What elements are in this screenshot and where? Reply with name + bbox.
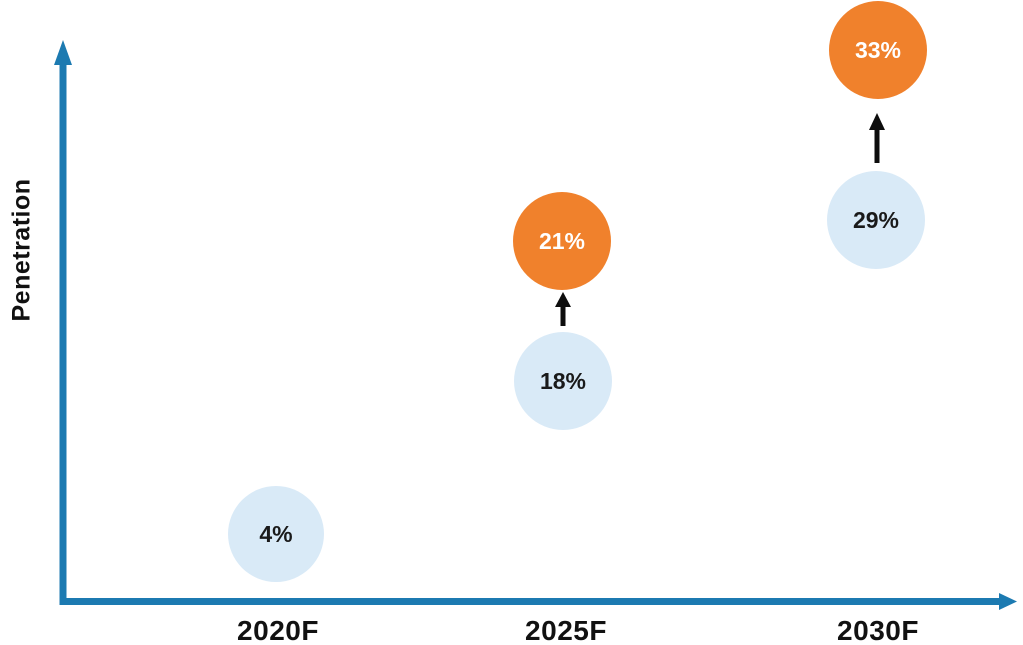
bubble-value-label: 29% (852, 206, 900, 233)
bubble-value-label: 4% (259, 520, 293, 547)
x-axis-line (59, 598, 1002, 605)
bubble-2025f-base: 18% (514, 332, 612, 430)
y-axis-line (59, 58, 67, 605)
bubble-2025f-upside: 21% (513, 192, 611, 290)
bubble-value-label: 33% (854, 36, 902, 63)
x-tick-label-2020f: 2020F (237, 615, 319, 645)
x-axis (59, 593, 1017, 610)
growth-arrow-2030f-icon (869, 113, 885, 163)
bubble-value-label: 21% (538, 227, 586, 254)
bubble-value-label: 18% (539, 367, 587, 394)
x-tick-label-2025f: 2025F (525, 615, 607, 645)
y-axis-title: Penetration (7, 178, 36, 322)
bubble-2030f-base: 29% (827, 171, 925, 269)
bubble-2030f-upside: 33% (829, 1, 927, 99)
y-axis (54, 40, 72, 605)
x-axis-arrowhead-icon (999, 593, 1017, 610)
bubble-2020f-base: 4% (228, 486, 324, 582)
x-tick-label-2030f: 2030F (837, 615, 919, 645)
growth-arrow-2025f-icon (555, 292, 571, 326)
y-axis-arrowhead-icon (54, 40, 72, 65)
